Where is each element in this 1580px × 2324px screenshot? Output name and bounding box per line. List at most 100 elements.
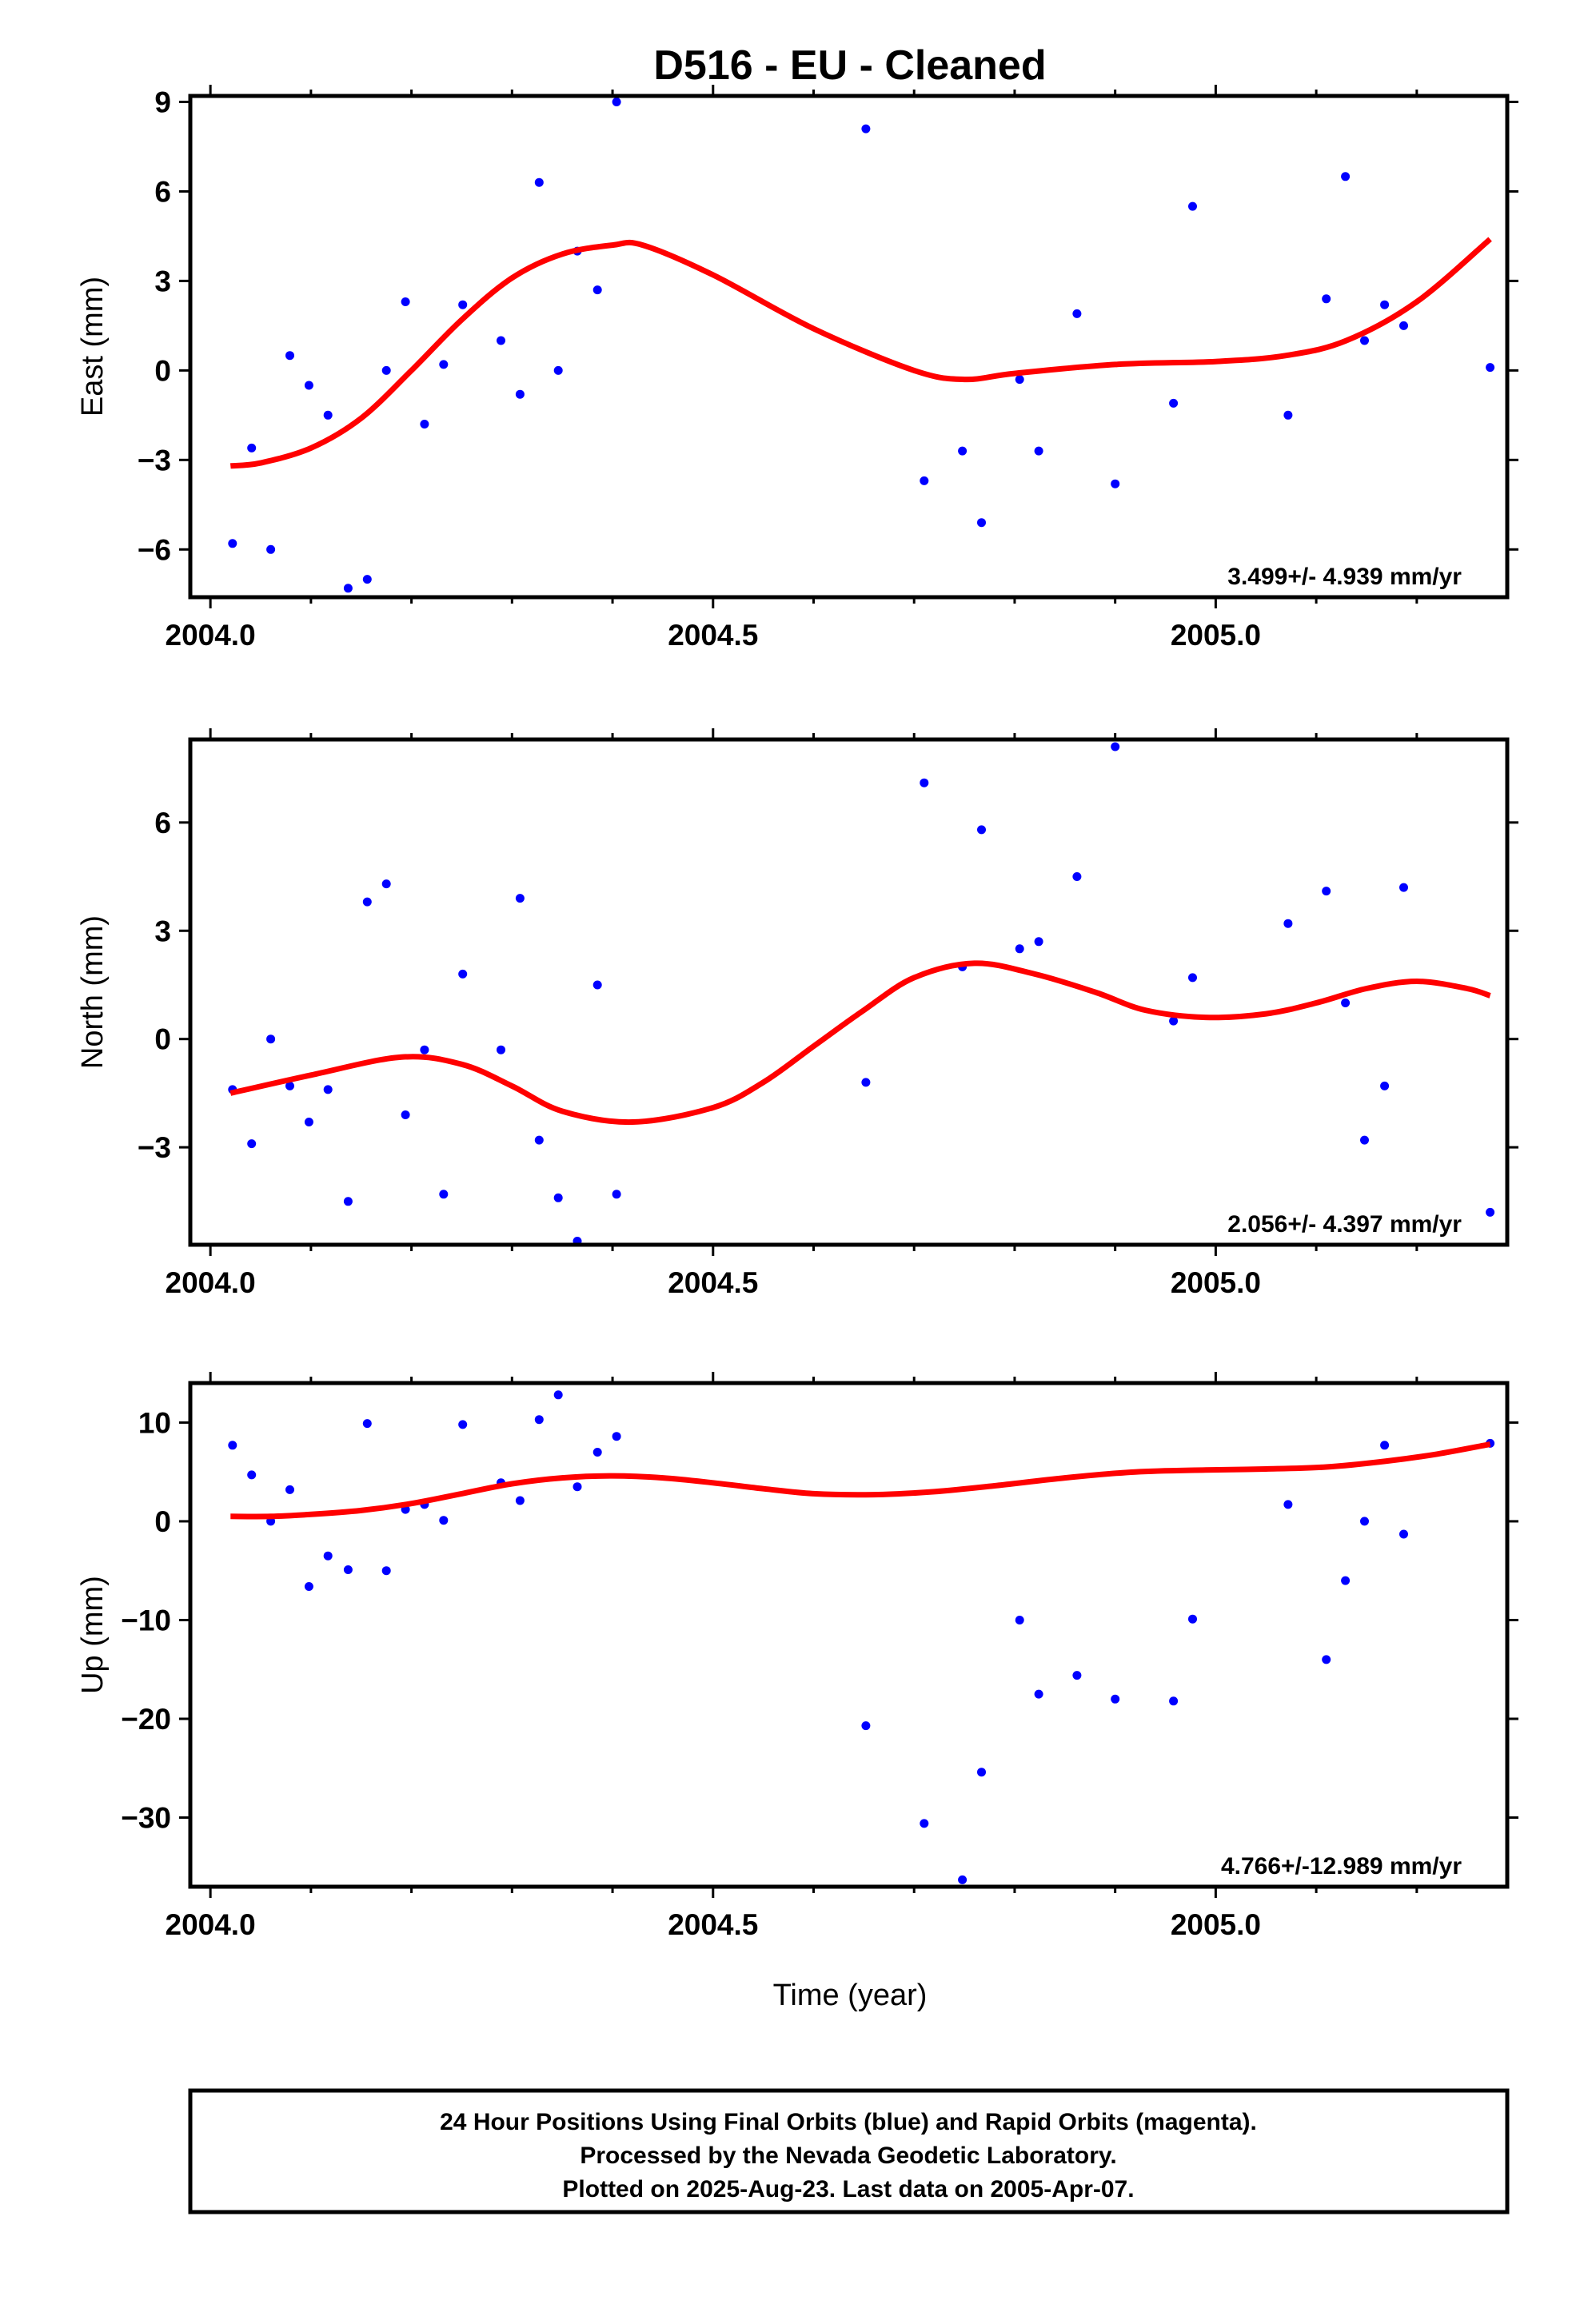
data-point xyxy=(401,297,410,306)
data-point xyxy=(362,575,372,584)
data-point xyxy=(861,1078,871,1087)
y-axis-label-east: East (mm) xyxy=(76,277,110,417)
tick-marks-up xyxy=(179,1372,1518,1898)
data-point xyxy=(285,1081,294,1090)
data-point xyxy=(1188,973,1197,983)
data-point xyxy=(439,360,449,369)
data-point xyxy=(592,1448,602,1457)
footer-line-2: Processed by the Nevada Geodetic Laborat… xyxy=(580,2143,1116,2169)
fit-curve-up xyxy=(230,1441,1491,1520)
data-point xyxy=(861,124,871,134)
data-point xyxy=(439,1516,449,1525)
data-point xyxy=(573,1482,582,1492)
rate-annotation-east: 3.499+/- 4.939 mm/yr xyxy=(1227,564,1462,590)
y-tick-label: 0 xyxy=(154,1023,171,1056)
data-point xyxy=(612,98,621,106)
data-point xyxy=(1072,309,1082,318)
data-point xyxy=(1169,398,1179,408)
data-point xyxy=(323,410,333,420)
rate-annotation-up: 4.766+/-12.989 mm/yr xyxy=(1221,1853,1462,1880)
y-tick-label: 0 xyxy=(154,1505,171,1538)
data-point xyxy=(458,300,468,309)
data-point xyxy=(515,894,525,903)
data-point xyxy=(1283,1500,1293,1509)
data-point xyxy=(458,969,468,979)
y-tick-label: −10 xyxy=(121,1604,171,1637)
data-point xyxy=(420,420,429,429)
panel-north: 2004.0 2004.5 2005.0 −3 0 3 6 North (mm) 2.056+/… xyxy=(76,728,1518,1299)
data-point xyxy=(534,1135,544,1145)
data-point xyxy=(1015,1616,1024,1624)
data-point xyxy=(247,443,257,452)
y-axis-label-north: North (mm) xyxy=(76,915,110,1069)
fit-curve-east xyxy=(229,237,1492,469)
y-tick-label: 0 xyxy=(154,354,171,387)
data-point xyxy=(304,1118,313,1126)
data-point xyxy=(228,1441,237,1450)
plot-frame-up xyxy=(188,1381,1510,1889)
data-point xyxy=(1399,1529,1408,1539)
data-point xyxy=(1486,1207,1495,1217)
y-tick-label: 10 xyxy=(138,1406,171,1439)
data-point xyxy=(285,1485,294,1494)
data-point xyxy=(958,446,968,456)
data-point xyxy=(534,1415,544,1425)
data-point xyxy=(497,336,505,345)
y-tick-label: −30 xyxy=(121,1802,171,1835)
data-point xyxy=(553,365,563,375)
data-point xyxy=(920,1819,929,1828)
data-point xyxy=(1283,410,1293,420)
data-point xyxy=(497,1045,505,1054)
y-tick-label: 3 xyxy=(154,265,171,297)
data-point xyxy=(1360,1517,1369,1526)
y-tick-label: 9 xyxy=(154,86,171,119)
data-point xyxy=(920,778,929,787)
y-axis-label-up: Up (mm) xyxy=(76,1576,110,1694)
footer-line-3: Plotted on 2025-Aug-23. Last data on 200… xyxy=(562,2176,1134,2202)
data-point xyxy=(362,897,372,907)
points-up xyxy=(228,1390,1495,1884)
data-point xyxy=(1341,999,1351,1007)
data-point xyxy=(1111,479,1120,488)
y-tick-label: −6 xyxy=(138,533,171,566)
plot-frame-north xyxy=(188,737,1510,1247)
data-point xyxy=(920,476,929,485)
data-point xyxy=(1380,300,1390,309)
panel-up: 2004.0 2004.5 2005.0 −30 −20 −10 0 10 Up (mm) 4.7… xyxy=(76,1372,1518,1941)
data-point xyxy=(343,1565,353,1574)
y-tick-label: −20 xyxy=(121,1703,171,1736)
panel-east: 2004.0 2004.5 2005.0 −6 −3 0 3 6 9 East (mm) 3.499… xyxy=(76,85,1518,652)
data-point xyxy=(247,1470,257,1480)
data-point xyxy=(1111,742,1120,751)
data-point xyxy=(266,1034,276,1044)
data-point xyxy=(1072,872,1082,881)
data-point xyxy=(381,1566,391,1576)
data-point xyxy=(1283,919,1293,928)
data-point xyxy=(1341,172,1351,181)
data-point xyxy=(1111,1694,1120,1704)
y-tick-label: −3 xyxy=(138,444,171,476)
data-point xyxy=(381,365,391,375)
footer-line-1: 24 Hour Positions Using Final Orbits (bl… xyxy=(440,2109,1257,2135)
points-east xyxy=(228,98,1495,593)
data-point xyxy=(247,1139,257,1149)
data-point xyxy=(1322,1655,1331,1664)
data-point xyxy=(1322,887,1331,896)
data-point xyxy=(1169,1016,1179,1026)
data-point xyxy=(228,539,237,548)
rate-annotation-north: 2.056+/- 4.397 mm/yr xyxy=(1227,1211,1462,1238)
data-point xyxy=(1486,363,1495,373)
data-point xyxy=(458,1420,468,1429)
x-tick-label: 2004.0 xyxy=(166,1908,256,1941)
data-point xyxy=(420,1045,429,1054)
y-tick-label: 6 xyxy=(154,175,171,208)
chart-title: D516 - EU - Cleaned xyxy=(653,42,1046,89)
x-tick-label: 2005.0 xyxy=(1171,1266,1261,1299)
data-point xyxy=(612,1432,621,1441)
data-point xyxy=(304,1582,313,1591)
fit-curve-north xyxy=(229,960,1491,1126)
data-point xyxy=(439,1190,449,1199)
data-point xyxy=(362,1419,372,1429)
